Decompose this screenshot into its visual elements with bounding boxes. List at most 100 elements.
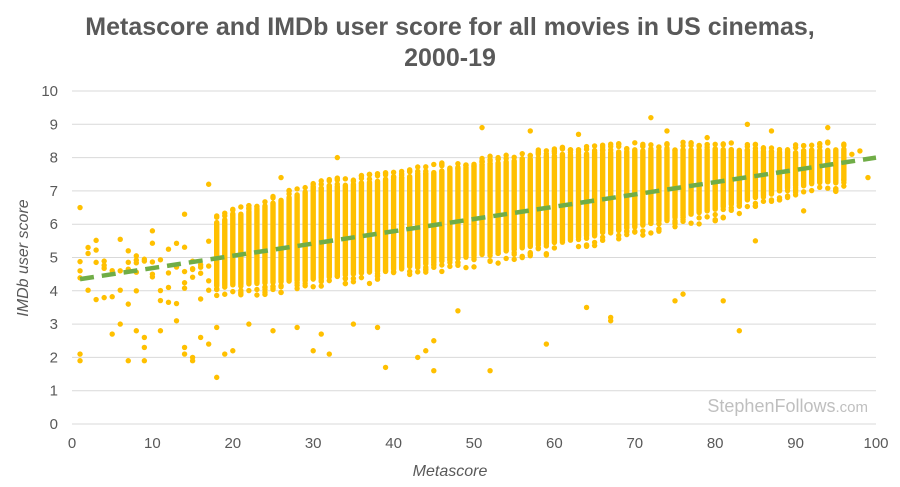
data-point: [230, 211, 236, 217]
data-point: [318, 178, 324, 184]
data-point: [471, 161, 477, 167]
data-point: [808, 147, 815, 154]
data-point: [455, 259, 461, 266]
data-point: [591, 231, 598, 237]
data-point-outlier: [825, 124, 831, 131]
data-point-outlier: [326, 351, 332, 357]
data-point: [278, 284, 284, 290]
data-point: [543, 243, 550, 249]
data-point: [390, 269, 397, 275]
data-point: [238, 204, 244, 210]
data-point: [543, 250, 550, 257]
data-point-outlier: [270, 328, 276, 334]
data-point-outlier: [125, 358, 131, 364]
data-point: [712, 146, 718, 152]
data-point: [85, 287, 91, 293]
data-point: [93, 247, 99, 253]
watermark: StephenFollows.com: [707, 396, 868, 416]
data-point: [238, 292, 244, 298]
data-point: [165, 270, 172, 276]
y-tick-label-8: 8: [50, 150, 58, 167]
data-point-outlier: [455, 308, 461, 314]
y-tick-label-6: 6: [50, 216, 58, 233]
data-point: [382, 176, 389, 182]
data-point: [519, 254, 525, 261]
data-point: [149, 259, 156, 265]
data-point-outlier: [382, 364, 389, 371]
data-point: [559, 239, 566, 245]
data-point: [342, 280, 349, 287]
y-tick-label-4: 4: [50, 283, 58, 300]
data-point: [808, 142, 815, 148]
data-point: [262, 284, 268, 290]
data-point-outlier: [648, 114, 654, 121]
data-point: [736, 200, 743, 207]
data-point: [93, 237, 99, 244]
data-point: [117, 287, 123, 293]
data-point: [792, 188, 799, 194]
data-point: [768, 198, 775, 205]
data-point-outlier: [664, 128, 670, 134]
data-point: [833, 187, 839, 194]
data-point: [302, 283, 308, 289]
data-point: [157, 257, 164, 263]
data-point: [93, 259, 99, 266]
y-tick-label-3: 3: [50, 316, 58, 333]
data-point: [214, 292, 220, 299]
data-point: [720, 141, 726, 148]
data-point: [656, 220, 662, 227]
data-point: [680, 147, 686, 153]
data-point: [752, 141, 759, 147]
data-point: [559, 146, 566, 152]
data-point: [133, 253, 140, 259]
data-point: [326, 277, 332, 284]
data-point: [511, 256, 517, 263]
chart-title-line2: 2000-19: [404, 44, 496, 72]
chart-title-line1: Metascore and IMDb user score for all mo…: [85, 13, 814, 41]
data-point: [101, 258, 107, 264]
data-point: [632, 229, 638, 235]
y-tick-label-0: 0: [50, 416, 58, 433]
data-point: [607, 230, 614, 236]
data-point: [583, 242, 590, 248]
data-point-outlier: [117, 321, 123, 327]
data-point: [768, 148, 775, 154]
data-point: [334, 177, 341, 183]
data-point: [632, 140, 638, 146]
data-point-outlier: [133, 288, 140, 294]
x-tick-label-100: 100: [863, 435, 888, 452]
data-point: [189, 266, 196, 273]
data-point: [77, 258, 83, 265]
data-point: [664, 142, 670, 148]
data-point: [712, 211, 718, 218]
data-point: [527, 152, 533, 159]
data-point-outlier: [197, 334, 204, 341]
data-point-outlier: [849, 151, 855, 157]
data-point: [800, 189, 807, 195]
data-point-outlier: [77, 351, 83, 357]
data-point: [535, 147, 542, 153]
data-point-outlier: [77, 358, 83, 364]
data-point: [318, 277, 324, 283]
y-axis-ticks: 0 1 2 3 4 5 6 7 8 9 10: [41, 83, 58, 433]
data-point-outlier: [149, 271, 156, 277]
x-axis-title: Metascore: [413, 463, 488, 480]
data-point: [197, 264, 204, 270]
data-point: [262, 289, 268, 295]
data-point: [720, 206, 726, 213]
data-point: [648, 220, 654, 226]
data-point: [559, 151, 566, 158]
data-point: [423, 264, 429, 271]
data-point: [640, 222, 646, 228]
data-point: [173, 240, 180, 246]
data-point-outlier: [173, 318, 180, 324]
data-point: [519, 156, 525, 162]
data-point: [197, 296, 204, 302]
data-point: [495, 156, 501, 162]
data-point: [334, 273, 341, 280]
data-point-outlier: [318, 331, 324, 337]
data-point-outlier: [205, 181, 212, 187]
x-tick-label-50: 50: [466, 435, 483, 452]
data-point: [366, 280, 373, 287]
data-point: [728, 205, 734, 211]
